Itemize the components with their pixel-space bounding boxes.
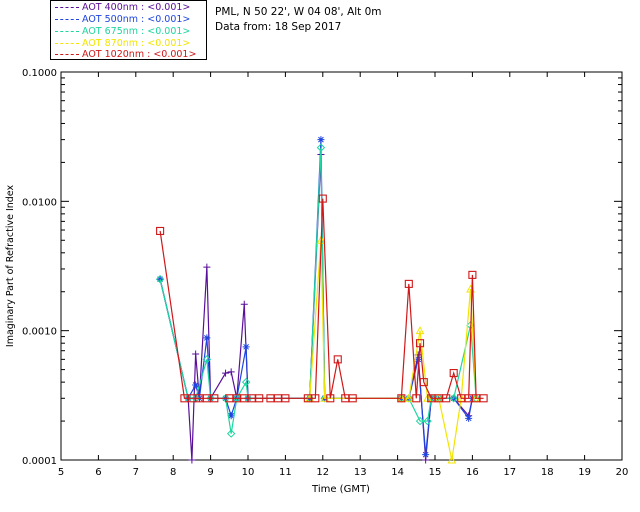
data-point bbox=[155, 274, 165, 284]
legend-swatch-1020nm bbox=[55, 54, 79, 55]
data-point bbox=[415, 416, 425, 426]
data-point bbox=[203, 263, 211, 271]
legend-label-870nm: AOT 870nm : <0.001> bbox=[82, 38, 191, 49]
legend-label-1020nm: AOT 1020nm : <0.001> bbox=[82, 49, 197, 60]
data-point bbox=[348, 394, 357, 403]
x-tick-label-18: 18 bbox=[541, 467, 554, 478]
data-point bbox=[442, 394, 451, 403]
data-point bbox=[447, 455, 457, 464]
legend-label-675nm: AOT 675nm : <0.001> bbox=[82, 26, 191, 37]
data-point bbox=[412, 394, 421, 403]
data-point bbox=[241, 377, 251, 387]
data-point bbox=[468, 270, 477, 279]
x-tick-label-8: 8 bbox=[170, 467, 176, 478]
data-point bbox=[414, 355, 422, 363]
x-axis-label: Time (GMT) bbox=[311, 484, 370, 495]
data-point bbox=[222, 369, 230, 377]
y-axis-label: Imaginary Part of Refractive Index bbox=[5, 185, 16, 348]
data-point bbox=[227, 368, 235, 376]
x-tick-label-9: 9 bbox=[207, 467, 213, 478]
legend-item-870nm: AOT 870nm : <0.001> bbox=[55, 38, 190, 50]
y-tick-label-0.0100: 0.0100 bbox=[22, 197, 57, 208]
x-tick-label-12: 12 bbox=[316, 467, 329, 478]
station-location: PML, N 50 22', W 04 08', Alt 0m bbox=[215, 6, 382, 18]
legend-item-500nm: AOT 500nm : <0.001> bbox=[55, 14, 190, 26]
axis-ticks: 5 6 7 8 9 10 11 12 13 14 15 16 17 18 19 20 0.0001 0.0010 0… bbox=[22, 68, 628, 478]
legend-swatch-675nm bbox=[55, 31, 79, 32]
data-point bbox=[242, 343, 250, 351]
data-point bbox=[227, 412, 235, 420]
legend-item-1020nm: AOT 1020nm : <0.001> bbox=[55, 49, 196, 61]
data-point bbox=[317, 136, 325, 144]
data-point bbox=[226, 429, 236, 438]
legend-swatch-400nm bbox=[55, 7, 79, 8]
data-point bbox=[449, 369, 458, 378]
data-point bbox=[318, 194, 327, 203]
data-point bbox=[156, 226, 165, 236]
data-point bbox=[316, 143, 326, 152]
data-point bbox=[203, 334, 211, 342]
x-tick-label-13: 13 bbox=[354, 467, 367, 478]
x-tick-label-15: 15 bbox=[429, 467, 442, 478]
data-point bbox=[333, 355, 342, 364]
station-info: PML, N 50 22', W 04 08', Alt 0m Data fro… bbox=[215, 5, 382, 35]
legend-label-500nm: AOT 500nm : <0.001> bbox=[82, 14, 191, 25]
x-tick-label-7: 7 bbox=[133, 467, 139, 478]
data-point bbox=[240, 300, 248, 308]
y-tick-label-0.1000: 0.1000 bbox=[22, 68, 57, 79]
data-point bbox=[415, 339, 425, 348]
series-line bbox=[309, 240, 477, 461]
x-tick-label-11: 11 bbox=[279, 467, 292, 478]
x-tick-label-5: 5 bbox=[58, 467, 64, 478]
legend: AOT 400nm : <0.001> AOT 500nm : <0.001> … bbox=[50, 0, 207, 60]
data-point bbox=[311, 394, 320, 403]
data-point bbox=[210, 394, 219, 403]
data-point bbox=[404, 393, 414, 402]
series-line bbox=[159, 198, 484, 399]
y-tick-label-0.0001: 0.0001 bbox=[22, 456, 57, 467]
data-point bbox=[479, 394, 488, 403]
legend-item-400nm: AOT 400nm : <0.001> bbox=[55, 2, 190, 14]
data-point bbox=[188, 456, 196, 464]
data-point bbox=[192, 350, 200, 358]
series-layer bbox=[155, 136, 488, 464]
data-point bbox=[415, 326, 425, 335]
legend-item-675nm: AOT 675nm : <0.001> bbox=[55, 26, 190, 38]
data-point bbox=[202, 355, 212, 364]
x-tick-label-20: 20 bbox=[616, 467, 629, 478]
x-tick-label-10: 10 bbox=[242, 467, 255, 478]
x-tick-label-6: 6 bbox=[95, 467, 101, 478]
data-point bbox=[423, 416, 432, 426]
x-tick-label-19: 19 bbox=[578, 467, 591, 478]
x-tick-label-17: 17 bbox=[503, 467, 516, 478]
data-point bbox=[326, 394, 335, 403]
y-tick-label-0.0010: 0.0010 bbox=[22, 327, 57, 338]
legend-swatch-870nm bbox=[55, 43, 79, 44]
legend-label-400nm: AOT 400nm : <0.001> bbox=[82, 2, 191, 13]
legend-swatch-500nm bbox=[55, 19, 79, 20]
data-point bbox=[422, 451, 430, 459]
data-point bbox=[397, 394, 406, 403]
data-date: Data from: 18 Sep 2017 bbox=[215, 21, 342, 33]
series-aot-1020nm bbox=[156, 194, 488, 403]
x-tick-label-14: 14 bbox=[391, 467, 404, 478]
data-point bbox=[449, 394, 458, 403]
x-tick-label-16: 16 bbox=[466, 467, 479, 478]
data-point bbox=[255, 394, 264, 403]
data-point bbox=[281, 394, 290, 403]
data-point bbox=[419, 378, 428, 387]
data-point bbox=[404, 279, 413, 288]
data-point bbox=[465, 414, 473, 422]
data-point bbox=[192, 381, 200, 389]
